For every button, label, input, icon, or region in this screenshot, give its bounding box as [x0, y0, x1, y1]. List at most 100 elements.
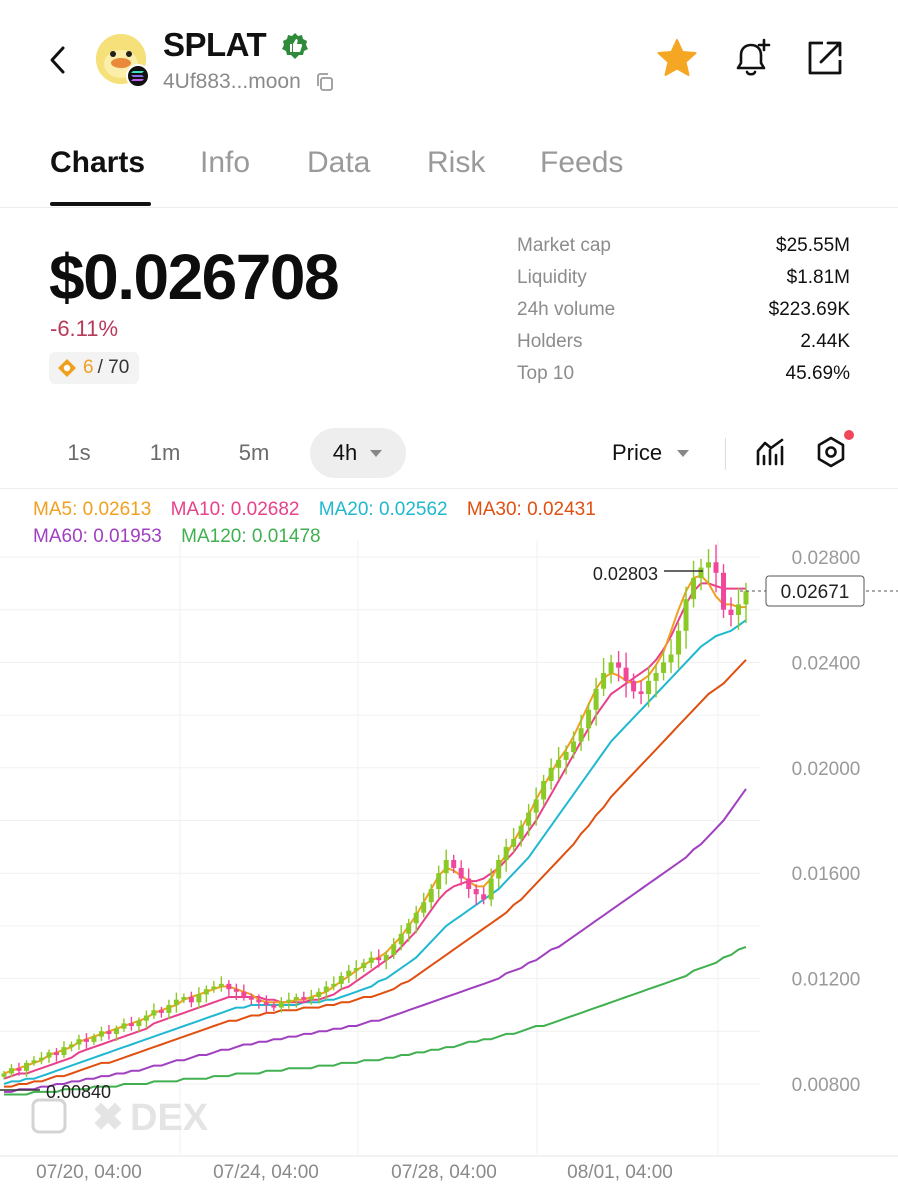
- token-avatar: [96, 34, 150, 88]
- notification-dot: [844, 430, 854, 440]
- candle-body: [196, 994, 202, 1003]
- candle-body: [361, 962, 367, 969]
- ma20-legend: MA20: 0.02562: [318, 499, 448, 520]
- candle-body: [691, 578, 697, 600]
- interval-toolbar: 1s 1m 5m 4h Price: [0, 428, 898, 482]
- candle-body: [203, 989, 209, 995]
- chart-indicator-icon: [756, 438, 784, 466]
- price-mode-select[interactable]: Price: [612, 428, 690, 478]
- risk-score-badge[interactable]: 6 / 70: [49, 352, 140, 384]
- candle-body: [323, 986, 329, 992]
- candle-body: [316, 991, 322, 998]
- candle-body: [661, 662, 667, 673]
- candle-body: [248, 997, 254, 1000]
- candle-body: [31, 1060, 37, 1063]
- candle-body: [593, 688, 599, 710]
- candle-body: [653, 672, 659, 681]
- candle-body: [571, 741, 577, 752]
- candle-body: [631, 680, 637, 692]
- candle-body: [106, 1031, 112, 1034]
- candle-body: [421, 902, 427, 913]
- share-button[interactable]: [803, 36, 847, 80]
- current-price-box: [765, 575, 865, 607]
- candle-body: [113, 1028, 119, 1034]
- stat-value: $1.81M: [786, 267, 850, 288]
- stat-row-top10: Top 10 45.69%: [517, 358, 850, 390]
- candle-body: [8, 1068, 14, 1074]
- tab-charts[interactable]: Charts: [50, 146, 146, 179]
- stat-label: Top 10: [517, 363, 575, 384]
- interval-4h-dropdown[interactable]: 4h: [310, 428, 406, 478]
- candle-body: [646, 680, 652, 695]
- interval-1m[interactable]: 1m: [149, 440, 181, 465]
- candle-body: [271, 1004, 277, 1008]
- candle-body: [518, 825, 524, 839]
- candle-body: [98, 1031, 104, 1037]
- score-total: / 70: [97, 357, 130, 378]
- tab-data[interactable]: Data: [307, 146, 371, 179]
- candle-body: [563, 751, 569, 760]
- price-change: -6.11%: [50, 316, 119, 341]
- active-tab-indicator: [50, 202, 151, 206]
- score-current: 6: [83, 357, 94, 378]
- candle-body: [61, 1047, 67, 1056]
- candle-body: [76, 1039, 82, 1045]
- candle-body: [541, 780, 547, 800]
- tab-info[interactable]: Info: [200, 146, 251, 179]
- caret-down-icon: [370, 450, 383, 457]
- solana-icon: [131, 71, 144, 81]
- stat-row-volume: 24h volume $223.69K: [517, 294, 850, 326]
- candle-body: [301, 997, 307, 1000]
- stat-value: $25.55M: [776, 235, 850, 256]
- candle-body: [91, 1036, 97, 1042]
- candle-body: [736, 604, 742, 615]
- candle-body: [481, 894, 487, 900]
- ma-line-ma30: [4, 659, 747, 1088]
- chart-separator: [0, 488, 898, 489]
- y-tick-label: 0.00800: [792, 1075, 861, 1096]
- indicators-button[interactable]: [750, 432, 790, 472]
- candle-body: [383, 954, 389, 961]
- copy-icon[interactable]: [315, 72, 335, 92]
- candle-body: [128, 1023, 134, 1027]
- high-price-label: 0.02803: [593, 564, 658, 584]
- favorite-button[interactable]: [655, 36, 699, 80]
- watermark-text: DEX: [130, 1097, 209, 1139]
- candle-body: [263, 1002, 269, 1005]
- ma120-legend: MA120: 0.01478: [181, 526, 321, 547]
- candle-body: [278, 1002, 284, 1008]
- stat-value: 45.69%: [785, 363, 850, 384]
- tab-feeds[interactable]: Feeds: [540, 146, 624, 179]
- price-mode-label: Price: [612, 440, 663, 465]
- candle-body: [511, 838, 517, 847]
- watermark-x-icon: ✖: [92, 1097, 124, 1139]
- candle-body: [413, 912, 419, 924]
- candle-body: [608, 662, 614, 673]
- stat-label: 24h volume: [517, 299, 616, 320]
- star-icon: [657, 39, 697, 76]
- x-tick-label: 07/20, 04:00: [36, 1162, 142, 1183]
- back-button[interactable]: [36, 38, 80, 82]
- candle-body: [578, 728, 584, 742]
- y-tick-label: 0.02400: [792, 653, 861, 674]
- candle-body: [308, 997, 314, 1000]
- interval-4h-label: 4h: [332, 440, 358, 465]
- verified-badge-icon: [282, 33, 308, 59]
- candle-body: [713, 562, 719, 573]
- interval-1s[interactable]: 1s: [67, 440, 91, 465]
- token-address: 4Uf883...moon: [163, 70, 301, 93]
- chevron-left-icon: [50, 46, 65, 74]
- candlestick-chart[interactable]: DEX✖ 0.02803 0.00840 0.02671 0.02800 0.02400 0…: [0, 540, 898, 1199]
- stat-row-liquidity: Liquidity $1.81M: [517, 262, 850, 294]
- x-tick-label: 08/01, 04:00: [567, 1162, 673, 1183]
- tab-risk[interactable]: Risk: [427, 146, 486, 179]
- candle-body: [38, 1057, 44, 1061]
- y-tick-label: 0.02000: [792, 759, 861, 780]
- candle-body: [451, 860, 457, 868]
- price-alert-button[interactable]: [730, 36, 774, 80]
- chart-settings-button[interactable]: [811, 432, 851, 472]
- toolbar-divider: [725, 438, 726, 470]
- ma60-legend: MA60: 0.01953: [33, 526, 162, 547]
- stat-label: Liquidity: [517, 267, 587, 288]
- interval-5m[interactable]: 5m: [238, 440, 270, 465]
